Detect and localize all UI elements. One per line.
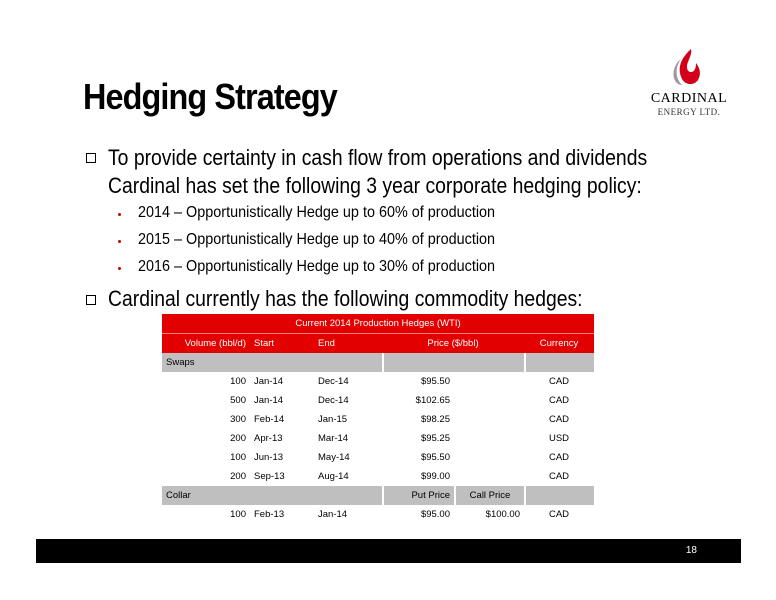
sub-bullet-2015: 2015 – Opportunistically Hedge up to 40%… bbox=[138, 231, 496, 248]
bullet-1-line-2: Cardinal has set the following 3 year co… bbox=[108, 173, 642, 198]
swaps-section-row: Swaps bbox=[162, 353, 595, 372]
table-title: Current 2014 Production Hedges (WTI) bbox=[162, 314, 595, 333]
header-volume: Volume (bbl/d) bbox=[162, 333, 250, 353]
logo-subtitle: ENERGY LTD. bbox=[657, 107, 721, 117]
collar-label: Collar bbox=[162, 486, 382, 505]
collar-section-row: Collar Put Price Call Price bbox=[162, 486, 595, 505]
footer-bar: 18 bbox=[36, 539, 741, 563]
header-currency: Currency bbox=[524, 333, 595, 353]
header-end: End bbox=[314, 333, 382, 353]
slide-title: Hedging Strategy bbox=[83, 76, 338, 117]
header-start: Start bbox=[250, 333, 314, 353]
sub-bullet-dot-icon bbox=[118, 267, 121, 270]
square-bullet-icon bbox=[86, 153, 96, 163]
put-price-label: Put Price bbox=[382, 486, 454, 505]
sub-bullet-2016: 2016 – Opportunistically Hedge up to 30%… bbox=[138, 258, 496, 275]
table-row: 300 Feb-14 Jan-15 $98.25 CAD bbox=[230, 414, 570, 425]
sub-bullet-dot-icon bbox=[118, 240, 121, 243]
swaps-label: Swaps bbox=[162, 353, 382, 372]
bullet-1-line-1: To provide certainty in cash flow from o… bbox=[108, 145, 648, 170]
sub-bullet-dot-icon bbox=[118, 213, 121, 216]
table-row: 100 Feb-13 Jan-14 $95.00 $100.00 CAD bbox=[230, 509, 570, 520]
call-price-label: Call Price bbox=[454, 486, 524, 505]
page-number: 18 bbox=[685, 545, 697, 556]
cardinal-logo: CARDINAL ENERGY LTD. bbox=[644, 45, 744, 125]
table-title-row: Current 2014 Production Hedges (WTI) bbox=[162, 314, 595, 333]
table-row: 100 Jan-14 Dec-14 $95.50 CAD bbox=[230, 376, 570, 387]
bullet-2-line-1: Cardinal currently has the following com… bbox=[108, 286, 583, 311]
table-row: 500 Jan-14 Dec-14 $102.65 CAD bbox=[230, 395, 570, 406]
sub-bullet-2014: 2014 – Opportunistically Hedge up to 60%… bbox=[138, 204, 496, 221]
flame-icon bbox=[673, 49, 700, 85]
logo-name: CARDINAL bbox=[650, 91, 728, 106]
table-header-row: Volume (bbl/d) Start End Price ($/bbl) C… bbox=[162, 333, 595, 353]
square-bullet-icon bbox=[86, 295, 96, 305]
table-row: 200 Sep-13 Aug-14 $99.00 CAD bbox=[230, 471, 570, 482]
table-row: 200 Apr-13 Mar-14 $95.25 USD bbox=[230, 433, 570, 444]
table-row: 100 Jun-13 May-14 $95.50 CAD bbox=[230, 452, 570, 463]
header-price: Price ($/bbl) bbox=[382, 333, 524, 353]
hedges-table: Current 2014 Production Hedges (WTI) Vol… bbox=[162, 314, 595, 524]
